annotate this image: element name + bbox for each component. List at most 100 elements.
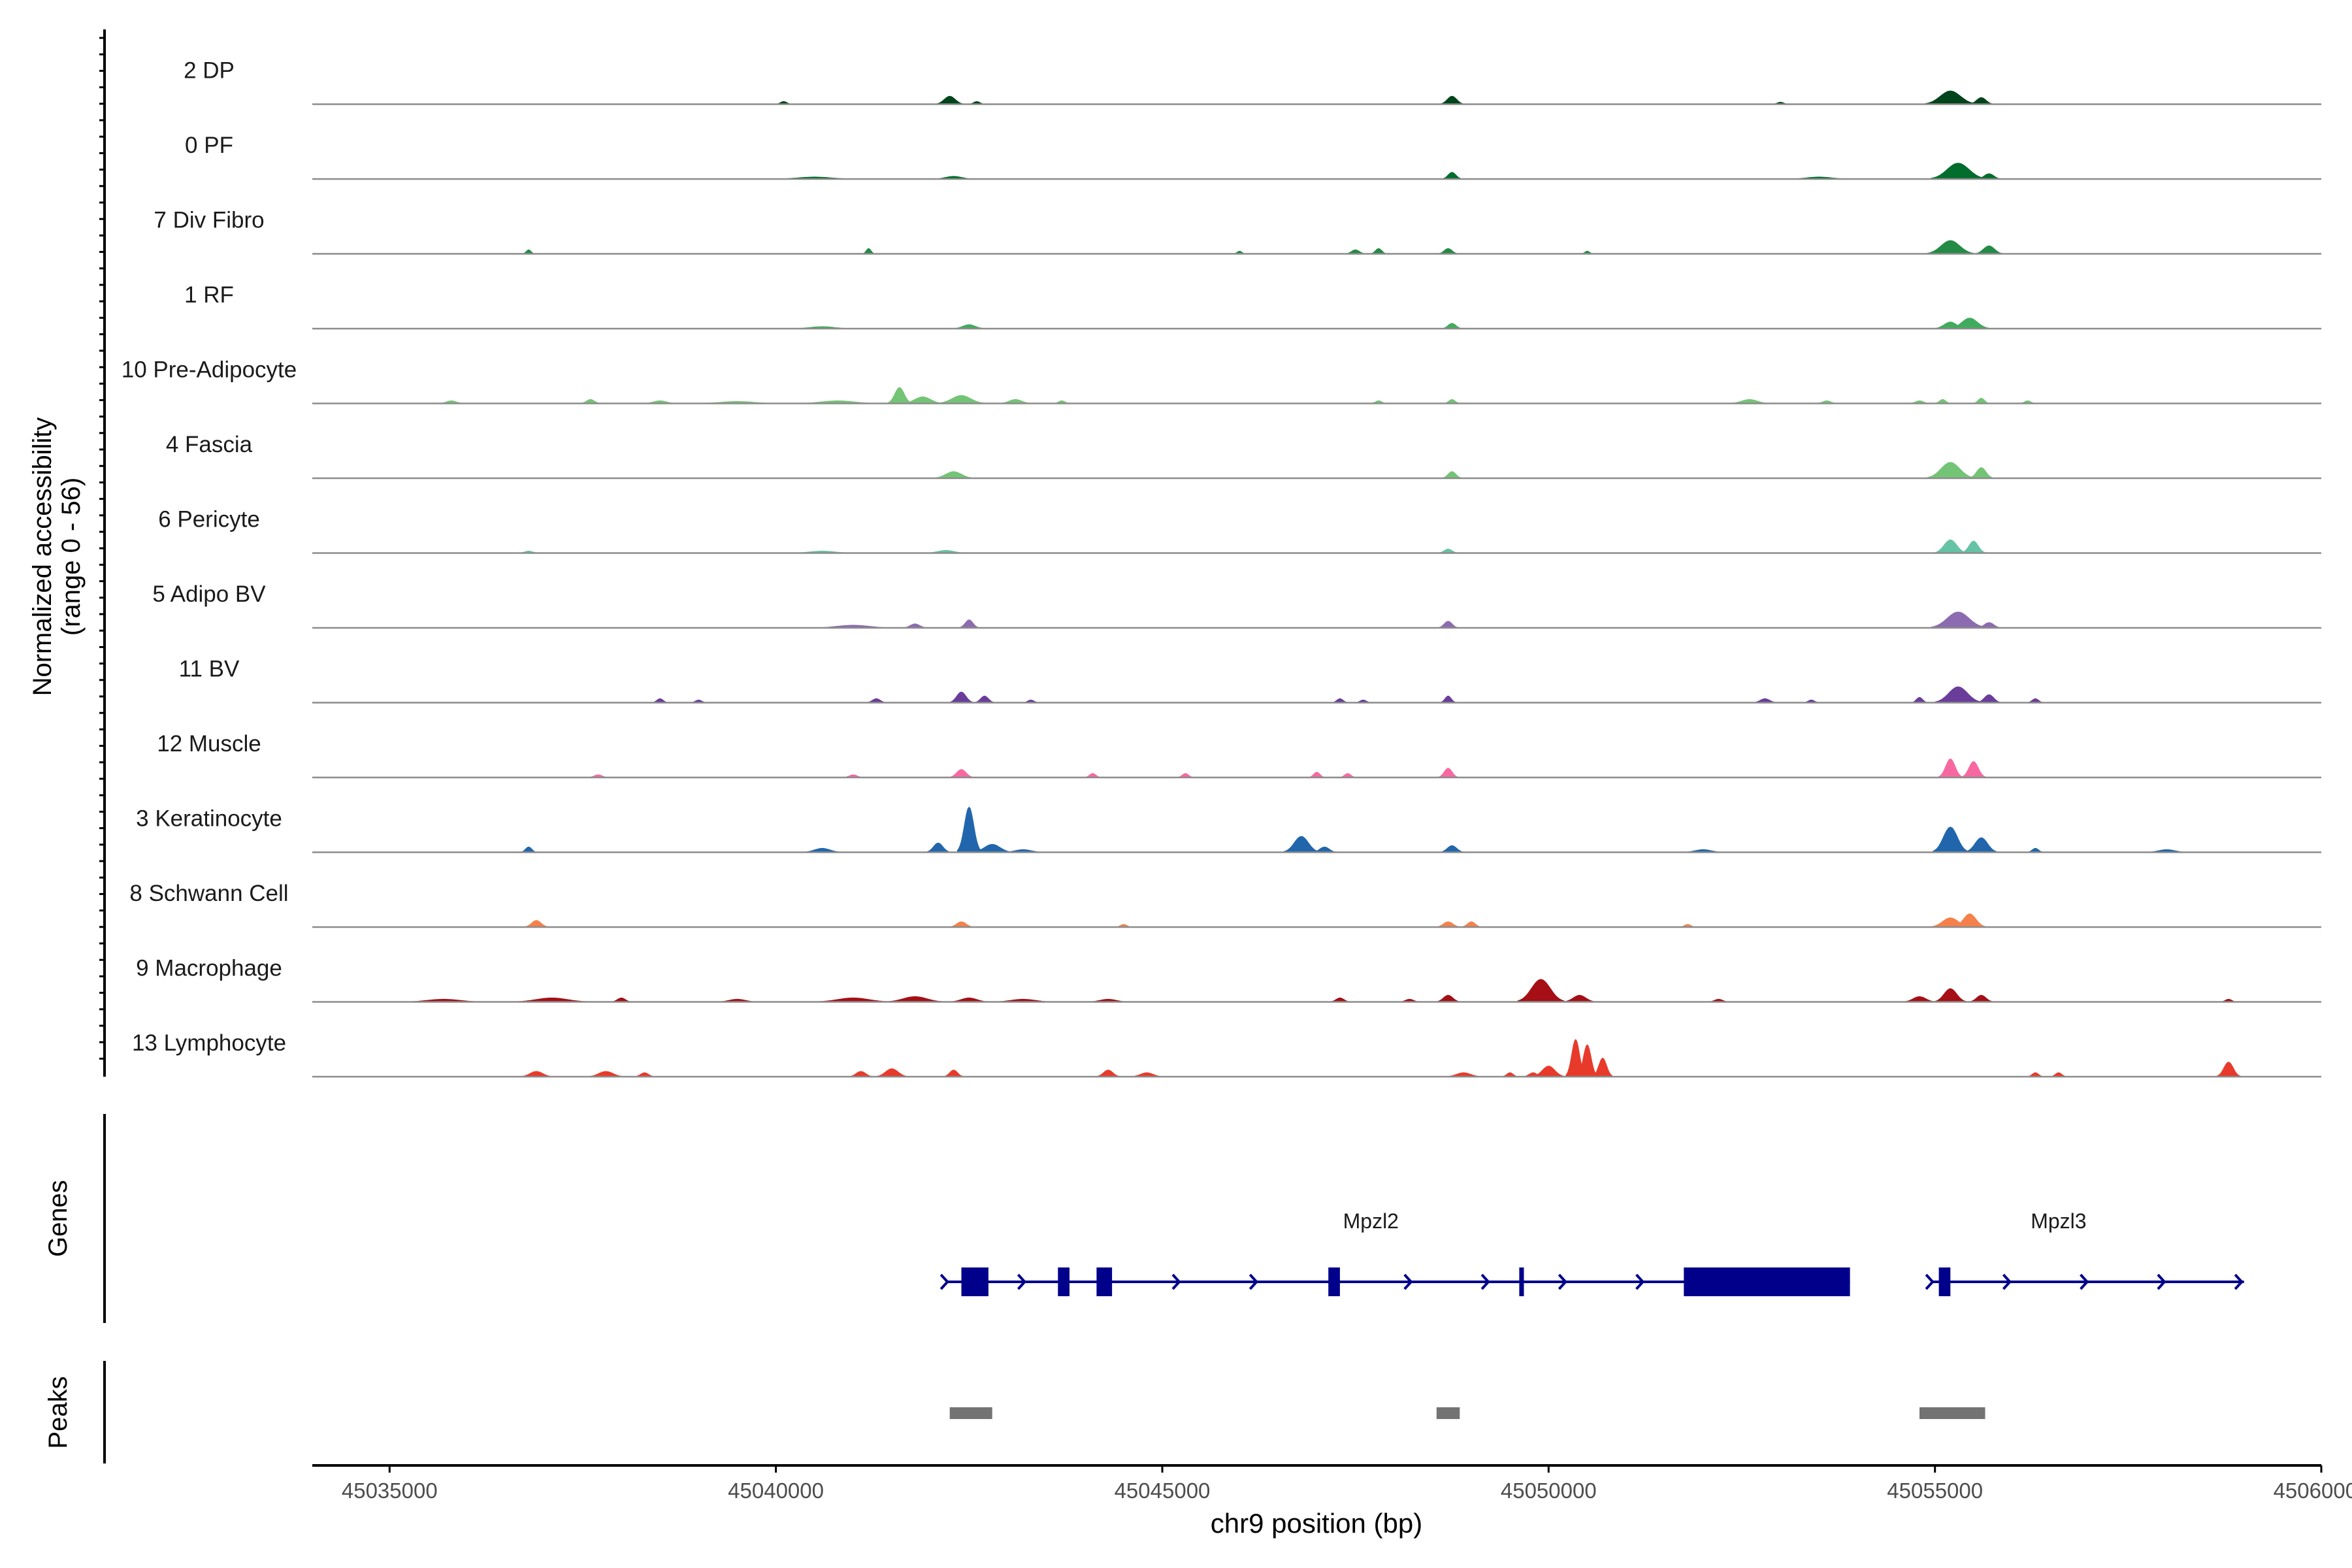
track-8-schwann-cell: 8 Schwann Cell: [129, 881, 2321, 928]
track-label: 9 Macrophage: [136, 956, 282, 981]
called-peak: [949, 1407, 992, 1419]
gene-mpzl3: Mpzl3: [1925, 1209, 2244, 1296]
genes-track-label: Genes: [44, 1180, 73, 1257]
coverage-peak: [1440, 695, 1456, 703]
coverage-peak: [1577, 1044, 1597, 1077]
track-label: 11 BV: [179, 657, 240, 682]
coverage-peak: [1533, 1066, 1565, 1077]
track-10-pre-adipocyte: 10 Pre-Adipocyte: [122, 357, 2321, 404]
coverage-peak: [1969, 97, 1993, 105]
peaks-track-label: Peaks: [44, 1376, 73, 1448]
coverage-peak: [1975, 245, 2003, 254]
coverage-peak: [1096, 1070, 1120, 1077]
coverage-peak: [1950, 318, 1989, 329]
strand-arrow: [1403, 1273, 1413, 1290]
coverage-peak: [1933, 826, 1968, 853]
strand-arrow: [1635, 1273, 1645, 1290]
coverage-peak: [1440, 845, 1464, 853]
coverage-peak: [1965, 837, 1997, 853]
strand-arrow: [939, 1273, 949, 1290]
coverage-peak: [1969, 994, 1993, 1002]
gene-exon: [1519, 1267, 1524, 1296]
gene-label: Mpzl2: [1343, 1209, 1399, 1233]
track-0-pf: 0 PF: [185, 133, 2321, 180]
coverage-peak: [1517, 979, 1565, 1002]
coverage-peak: [972, 843, 1012, 853]
x-tick-label: 45040000: [728, 1478, 824, 1503]
gene-exon: [1096, 1267, 1113, 1296]
strand-arrow: [2157, 1273, 2166, 1290]
x-tick-label: 45045000: [1115, 1478, 1211, 1503]
coverage-peak: [1563, 994, 1595, 1002]
coverage-peak: [1969, 467, 1993, 479]
gene-exon: [1058, 1267, 1070, 1296]
track-label: 1 RF: [184, 282, 234, 308]
track-label: 4 Fascia: [166, 432, 253, 457]
strand-arrow: [1925, 1273, 1935, 1290]
coverage-peak: [1927, 462, 1974, 479]
strand-arrow: [1480, 1273, 1490, 1290]
y-axis-title-line1: Normalized accessibility: [28, 417, 57, 696]
coverage-peak: [938, 395, 985, 404]
strand-arrow: [2080, 1273, 2089, 1290]
coverage-peak: [936, 95, 964, 105]
coverage-peak: [1938, 758, 1963, 778]
coverage-peak: [949, 769, 973, 778]
strand-arrow: [1249, 1273, 1259, 1290]
y-axis-title-line2: (range 0 - 56): [57, 478, 86, 636]
gene-exon: [1684, 1267, 1850, 1296]
coverage-peak: [1927, 240, 1974, 254]
coverage-peak: [943, 1070, 964, 1077]
y-axis-ticks: [99, 37, 105, 1060]
track-4-fascia: 4 Fascia: [166, 432, 2321, 480]
strand-arrow: [1558, 1273, 1568, 1290]
track-label: 2 DP: [184, 58, 235, 84]
genes-track: Mpzl2 Mpzl3: [939, 1209, 2244, 1296]
track-5-adipo-bv: 5 Adipo BV: [152, 581, 2321, 629]
track-12-muscle: 12 Muscle: [157, 731, 2321, 779]
x-tick-label: 45055000: [1887, 1478, 1983, 1503]
coverage-peak: [1440, 95, 1464, 105]
coverage-peak: [1442, 471, 1462, 479]
coverage-peak: [1935, 539, 1967, 553]
strand-arrow: [1171, 1273, 1181, 1290]
coverage-peak: [887, 387, 912, 404]
gene-exon: [1328, 1267, 1340, 1296]
called-peak: [1436, 1407, 1460, 1419]
peaks-track: [949, 1407, 1985, 1419]
coverage-peak: [926, 842, 951, 853]
x-tick-label: 45035000: [342, 1478, 438, 1503]
track-label: 3 Keratinocyte: [136, 806, 282, 832]
x-tick-label: 45050000: [1501, 1478, 1597, 1503]
x-tick-label: 45060000: [2274, 1478, 2352, 1503]
track-1-rf: 1 RF: [184, 282, 2321, 330]
gene-exon: [961, 1267, 988, 1296]
strand-arrow: [1017, 1273, 1027, 1290]
coverage-peak: [1436, 994, 1460, 1002]
coverage-peak: [1977, 694, 2001, 703]
coverage-peak: [1442, 172, 1462, 180]
track-label: 10 Pre-Adipocyte: [122, 357, 297, 383]
coverage-peak: [974, 695, 995, 703]
coverage-peak: [1438, 621, 1458, 629]
gene-label: Mpzl3: [2031, 1209, 2086, 1233]
gene-exon: [1938, 1267, 1951, 1296]
x-axis-ticks: 45035000 45040000 45045000 45050000 45055000…: [342, 1465, 2352, 1503]
coverage-peak: [875, 1068, 908, 1077]
axes: 45035000 45040000 45045000 45050000 45055000…: [28, 29, 2352, 1539]
coverage-peak: [959, 619, 979, 629]
coverage-peak: [903, 396, 943, 404]
coverage-peak: [2216, 1062, 2241, 1077]
track-label: 5 Adipo BV: [152, 581, 266, 607]
coverage-peak: [1283, 836, 1319, 853]
strand-arrow: [2234, 1273, 2244, 1290]
coverage-peak: [1961, 540, 1985, 553]
strand-arrow: [2002, 1273, 2012, 1290]
track-13-lymphocyte: 13 Lymphocyte: [132, 1030, 2321, 1078]
track-7-div-fibro: 7 Div Fibro: [154, 208, 2321, 255]
coverage-peak: [1961, 761, 1985, 778]
coverage-peak: [1935, 988, 1967, 1002]
track-6-pericyte: 6 Pericyte: [158, 507, 2321, 554]
track-label: 0 PF: [185, 133, 233, 158]
